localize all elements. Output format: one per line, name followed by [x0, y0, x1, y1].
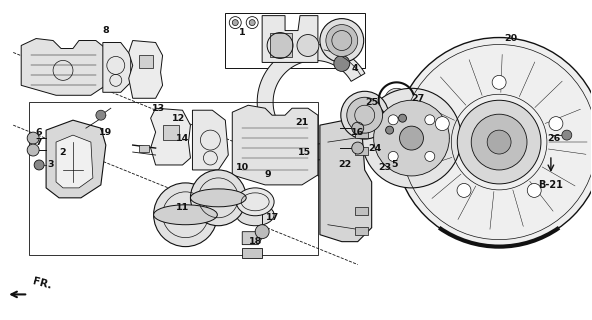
Text: 12: 12 [172, 114, 185, 123]
Text: 18: 18 [249, 237, 262, 246]
Circle shape [297, 35, 319, 56]
Circle shape [320, 19, 363, 62]
Polygon shape [128, 41, 163, 98]
Text: 17: 17 [265, 213, 279, 222]
Polygon shape [242, 232, 262, 244]
Circle shape [471, 114, 527, 170]
Text: B-21: B-21 [539, 180, 564, 190]
Text: 24: 24 [368, 144, 381, 153]
Text: 2: 2 [60, 148, 66, 156]
Circle shape [385, 126, 394, 134]
Text: 20: 20 [504, 34, 517, 43]
Ellipse shape [236, 188, 274, 216]
Polygon shape [355, 207, 368, 215]
Polygon shape [139, 145, 149, 152]
Text: 19: 19 [99, 128, 112, 137]
Text: 1: 1 [239, 28, 246, 37]
Polygon shape [262, 16, 318, 62]
Text: 10: 10 [236, 164, 249, 172]
Circle shape [153, 183, 217, 247]
Circle shape [385, 88, 408, 112]
Circle shape [425, 115, 435, 125]
Circle shape [334, 55, 350, 71]
Text: 3: 3 [48, 160, 54, 170]
Text: 14: 14 [176, 133, 189, 143]
Circle shape [255, 225, 269, 239]
Circle shape [362, 88, 461, 188]
Text: 5: 5 [391, 160, 398, 170]
Circle shape [374, 100, 449, 176]
Circle shape [34, 160, 44, 170]
Circle shape [388, 151, 398, 161]
Circle shape [352, 122, 363, 134]
Text: 16: 16 [351, 128, 364, 137]
Circle shape [249, 20, 255, 26]
Circle shape [527, 183, 541, 197]
Circle shape [492, 76, 506, 89]
Polygon shape [56, 135, 93, 188]
Text: 26: 26 [547, 133, 561, 143]
Polygon shape [257, 44, 365, 160]
Circle shape [435, 117, 449, 131]
Circle shape [352, 142, 363, 154]
Circle shape [400, 126, 423, 150]
Circle shape [96, 110, 106, 120]
Circle shape [232, 20, 238, 26]
Text: 15: 15 [298, 148, 311, 156]
Circle shape [395, 37, 592, 247]
Text: 25: 25 [365, 98, 378, 107]
Circle shape [425, 151, 435, 161]
Circle shape [398, 114, 407, 122]
Text: 23: 23 [378, 164, 391, 172]
Text: 27: 27 [411, 94, 424, 103]
Text: 9: 9 [265, 171, 272, 180]
Polygon shape [355, 147, 368, 155]
Ellipse shape [191, 189, 246, 207]
Text: 6: 6 [36, 128, 43, 137]
Circle shape [487, 130, 511, 154]
Text: FR.: FR. [31, 277, 53, 292]
Polygon shape [320, 120, 372, 242]
Circle shape [388, 115, 398, 125]
Polygon shape [163, 125, 179, 140]
Text: 11: 11 [176, 203, 189, 212]
Polygon shape [139, 55, 153, 68]
Polygon shape [150, 108, 191, 165]
Text: 7: 7 [36, 138, 43, 147]
Polygon shape [192, 110, 229, 170]
Polygon shape [46, 120, 106, 198]
Ellipse shape [236, 204, 274, 226]
Text: 22: 22 [338, 160, 352, 170]
Text: 21: 21 [295, 118, 308, 127]
Polygon shape [355, 227, 368, 235]
Polygon shape [232, 105, 318, 185]
Circle shape [347, 97, 382, 133]
Circle shape [326, 25, 358, 56]
Circle shape [562, 130, 572, 140]
Circle shape [549, 117, 563, 131]
Circle shape [341, 91, 388, 139]
Circle shape [191, 170, 246, 226]
Polygon shape [103, 43, 131, 92]
Text: 4: 4 [352, 64, 358, 73]
Circle shape [27, 132, 39, 144]
Text: 13: 13 [152, 104, 165, 113]
Text: 8: 8 [102, 26, 109, 35]
Polygon shape [21, 38, 106, 95]
Circle shape [27, 144, 39, 156]
Polygon shape [270, 33, 292, 58]
Polygon shape [355, 130, 368, 138]
Circle shape [457, 183, 471, 197]
Polygon shape [242, 248, 262, 258]
Circle shape [457, 100, 541, 184]
Ellipse shape [153, 205, 217, 225]
